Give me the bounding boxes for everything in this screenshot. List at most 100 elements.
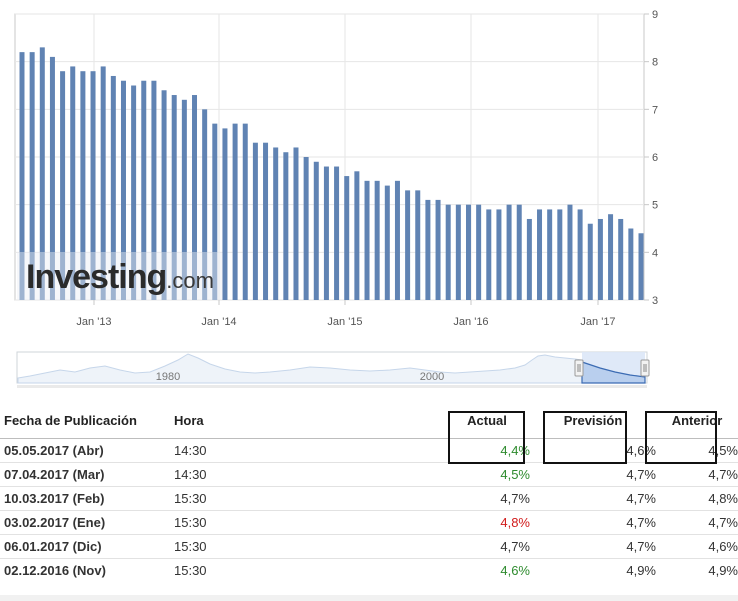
bar [171,95,177,300]
row-date: 03.02.2017 (Ene) [0,510,174,535]
row-anterior: 4,8% [656,486,738,511]
bar [618,218,624,300]
row-actual: 4,4% [444,438,530,463]
table-row[interactable]: 05.05.2017 (Abr) 14:30 4,4% 4,6% 4,5% [0,438,738,463]
bar [506,204,512,300]
bar [110,75,116,300]
bar [486,209,492,300]
table-header-row: Fecha de Publicación Hora Actual Previsi… [0,402,738,439]
bar [19,52,25,300]
header-prevision[interactable]: Previsión [563,412,623,428]
row-actual: 4,6% [444,558,530,582]
bar [60,71,66,300]
y-tick-label: 5 [652,200,658,212]
bar [435,199,441,300]
bar [597,218,603,300]
bar [638,233,644,300]
bar [192,95,198,300]
row-date: 02.12.2016 (Nov) [0,558,174,582]
navigator-label: 1980 [156,371,180,383]
row-prevision: 4,7% [530,486,656,511]
table-row[interactable]: 03.02.2017 (Ene) 15:30 4,8% 4,7% 4,7% [0,510,738,535]
row-prevision: 4,6% [530,438,656,463]
bar [445,204,451,300]
bar [29,52,35,300]
row-time: 15:30 [174,558,444,582]
bar [39,47,45,301]
row-time: 15:30 [174,534,444,559]
bar [384,185,390,300]
table-body: 05.05.2017 (Abr) 14:30 4,4% 4,6% 4,5% 07.04.2… [0,438,738,582]
table-row[interactable]: 07.04.2017 (Mar) 14:30 4,5% 4,7% 4,7% [0,462,738,487]
x-tick-label: Jan '17 [580,316,615,328]
bar [100,66,106,301]
x-tick-label: Jan '15 [327,316,362,328]
y-tick-label: 3 [652,295,658,307]
bar [232,123,238,300]
logo-brand: Investing [26,258,167,296]
history-table: Fecha de Publicación Hora Actual Previsi… [0,402,738,582]
bar [263,142,269,300]
row-date: 07.04.2017 (Mar) [0,462,174,487]
bar [131,85,137,300]
row-prevision: 4,7% [530,510,656,535]
bar [608,214,614,300]
row-prevision: 4,7% [530,534,656,559]
bar [516,204,522,300]
bar [242,123,248,300]
navigator-history-area [17,353,583,384]
bar [49,56,55,301]
header-anterior[interactable]: Anterior [671,412,723,428]
logo-suffix: .com [166,268,214,293]
bar [283,152,289,300]
bar [273,147,279,300]
bar [212,123,218,300]
bar [202,109,208,300]
row-date: 06.01.2017 (Dic) [0,534,174,559]
header-fecha[interactable]: Fecha de Publicación [4,412,137,428]
bar [415,190,421,300]
bar [323,166,329,300]
table-row[interactable]: 10.03.2017 (Feb) 15:30 4,7% 4,7% 4,8% [0,486,738,511]
table-row[interactable]: 02.12.2016 (Nov) 15:30 4,6% 4,9% 4,9% [0,558,738,582]
navigator-selected-series [581,361,646,384]
navigator-scrollbar [17,385,647,388]
navigator-left-handle [574,359,584,377]
row-time: 14:30 [174,438,444,463]
x-tick-label: Jan '13 [76,316,111,328]
bar [628,228,634,300]
row-anterior: 4,9% [656,558,738,582]
bar [161,90,167,301]
investing-logo: Investing.com [26,258,214,297]
row-date: 10.03.2017 (Feb) [0,486,174,511]
bar [313,161,319,300]
y-tick-label: 7 [652,104,658,116]
row-prevision: 4,7% [530,462,656,487]
bar [455,204,461,300]
row-time: 14:30 [174,462,444,487]
bar [405,190,411,300]
bar [476,204,482,300]
bar [141,80,147,300]
bottom-strip [0,595,738,601]
bar [425,199,431,300]
navigator-label: 2000 [420,371,444,383]
bar [334,166,340,300]
chart-area: 3 4 5 6 7 8 9 Jan '13 Jan '14 Jan '15 Jan '16 Jan '… [14,9,658,388]
bar [252,142,258,300]
table-row[interactable]: 06.01.2017 (Dic) 15:30 4,7% 4,7% 4,6% [0,534,738,559]
bar [181,99,187,300]
bar [496,209,502,300]
header-actual[interactable]: Actual [467,412,507,428]
header-hora[interactable]: Hora [174,412,204,428]
bar [70,66,76,301]
row-actual: 4,5% [444,462,530,487]
bar [151,80,157,300]
row-prevision: 4,9% [530,558,656,582]
navigator-right-handle [640,359,650,377]
bar [374,180,380,300]
row-actual: 4,7% [444,534,530,559]
bar [567,204,573,300]
y-tick-label: 6 [652,152,658,164]
y-tick-label: 4 [652,247,658,259]
